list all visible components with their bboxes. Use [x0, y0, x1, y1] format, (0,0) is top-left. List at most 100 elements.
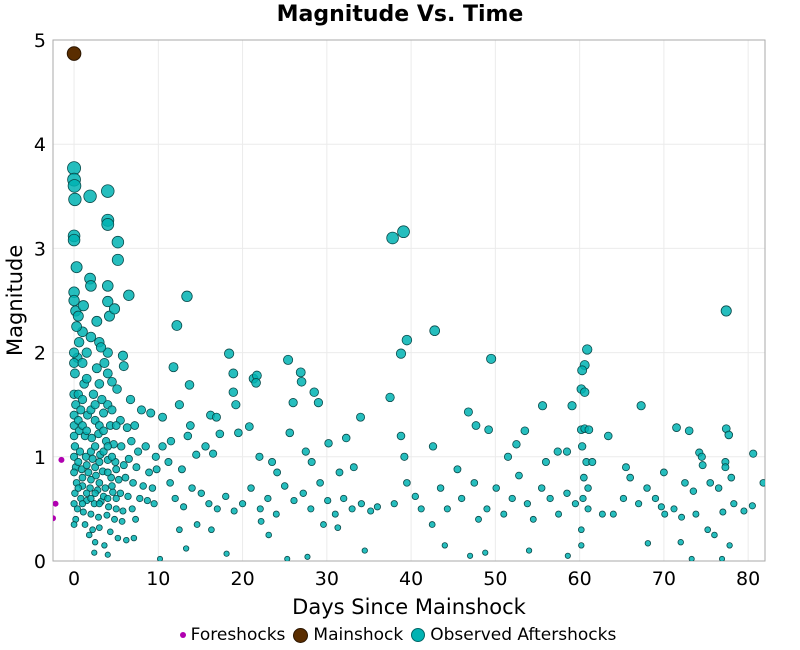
aftershock-point [657, 503, 665, 511]
aftershock-point [136, 405, 146, 415]
aftershock-point [114, 475, 123, 484]
aftershock-point [759, 479, 765, 487]
aftershock-point [141, 442, 150, 451]
aftershock-point [486, 353, 497, 364]
aftershock-point [148, 484, 157, 492]
aftershock-point [104, 494, 112, 503]
aftershock-point [280, 482, 289, 490]
aftershock-point [158, 412, 167, 422]
aftershock-point [86, 484, 94, 492]
aftershock-point [340, 494, 348, 503]
aftershock-point [101, 484, 109, 492]
aftershock-point [721, 463, 730, 472]
aftershock-point [727, 473, 736, 482]
aftershock-point [78, 473, 87, 482]
aftershock-point [91, 539, 99, 546]
aftershock-point [99, 408, 109, 418]
aftershock-point [525, 547, 533, 554]
legend-item-foreshocks: Foreshocks [179, 625, 286, 645]
aftershock-point [348, 505, 356, 513]
legend: Foreshocks Mainshock Observed Aftershock… [0, 625, 800, 645]
aftershock-point [396, 431, 406, 441]
aftershock-point [470, 479, 479, 487]
aftershock-point [213, 505, 221, 513]
aftershock-point [91, 315, 103, 327]
aftershock-point [122, 423, 132, 432]
aftershock-point [255, 452, 264, 461]
aftershock-point [441, 542, 448, 549]
aftershock-point [223, 550, 230, 557]
aftershock-point [313, 398, 324, 408]
aftershock-point [102, 347, 113, 358]
aftershock-point [104, 551, 111, 558]
aftershock-point [719, 508, 727, 516]
aftershock-point [125, 394, 136, 405]
aftershock-point [87, 510, 95, 518]
aftershock-point [555, 510, 563, 518]
aftershock-point [193, 521, 201, 528]
aftershock-point [357, 500, 365, 508]
aftershock-point [97, 394, 107, 405]
y-tick-label: 2 [34, 343, 46, 365]
aftershock-point [111, 235, 125, 249]
aftershock-point [123, 536, 130, 544]
aftershock-point [78, 500, 87, 508]
aftershock-point [112, 505, 120, 513]
aftershock-point [512, 440, 521, 449]
aftershock-point [70, 261, 83, 274]
aftershock-point [537, 401, 548, 411]
aftershock-point [95, 479, 104, 487]
aftershock-point [651, 494, 660, 503]
aftershock-point [584, 505, 592, 513]
aftershock-point [582, 344, 593, 355]
x-tick-label: 0 [68, 568, 80, 590]
aftershock-point [436, 484, 445, 492]
aftershock-point [500, 510, 508, 518]
aftershock-point [117, 442, 126, 451]
aftershock-point [563, 489, 571, 497]
aftershock-point [67, 161, 82, 176]
aftershock-point [79, 508, 87, 516]
aftershock-point [123, 289, 135, 301]
aftershock-point [578, 542, 585, 549]
aftershock-point [688, 555, 695, 561]
y-tick-label: 5 [34, 30, 46, 52]
aftershock-point [136, 494, 144, 503]
aftershock-point [91, 463, 100, 472]
aftershock-point [659, 468, 668, 477]
aftershock-point [541, 458, 550, 467]
aftershock-point [309, 387, 319, 397]
legend-label: Foreshocks [190, 625, 286, 645]
aftershock-point [128, 505, 136, 513]
foreshock-point [53, 515, 56, 522]
aftershock-point [101, 542, 108, 549]
aftershock-point [307, 505, 315, 513]
aftershock-point [132, 515, 139, 523]
aftershock-point [284, 555, 291, 561]
aftershock-point [90, 442, 100, 451]
aftershock-point [130, 534, 138, 542]
aftershock-point [714, 484, 723, 492]
x-tick-label: 70 [652, 568, 676, 590]
aftershock-point [171, 320, 183, 331]
aftershock-point [139, 482, 147, 490]
aftershock-point [386, 231, 399, 245]
aftershock-point [334, 524, 342, 531]
aftershock-point [428, 442, 438, 451]
aftershock-point [678, 513, 686, 521]
aftershock-point [91, 489, 99, 497]
aftershock-point [689, 487, 698, 495]
aftershock-point [188, 484, 196, 492]
aftershock-point [77, 394, 88, 405]
aftershock-point [234, 428, 243, 438]
aftershock-point [95, 500, 103, 508]
aftershock-point [75, 447, 85, 456]
aftershock-point [684, 426, 694, 436]
x-axis-label: Days Since Mainshock [292, 595, 526, 619]
x-tick-label: 80 [736, 568, 760, 590]
aftershock-point [295, 367, 306, 378]
aftershock-point [584, 484, 592, 492]
aftershock-point [185, 421, 195, 430]
aftershock-point [71, 489, 79, 497]
